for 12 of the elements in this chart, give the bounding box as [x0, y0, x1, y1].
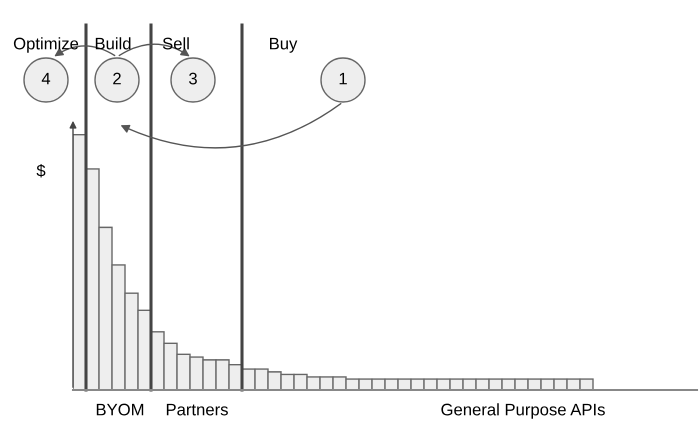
text: Partners [166, 404, 228, 416]
text: 1 [340, 72, 347, 84]
text: BYOM [96, 404, 144, 416]
text: Buy [270, 38, 298, 53]
text: 2 [113, 72, 121, 84]
text: 3 [189, 72, 197, 84]
text: 4 [42, 72, 50, 84]
text: Build [96, 37, 130, 50]
text: Sell [162, 37, 189, 50]
text: Optimize [14, 37, 78, 53]
y-axis-title: $ [36, 164, 46, 178]
text: General Purpose APIs [441, 403, 605, 419]
